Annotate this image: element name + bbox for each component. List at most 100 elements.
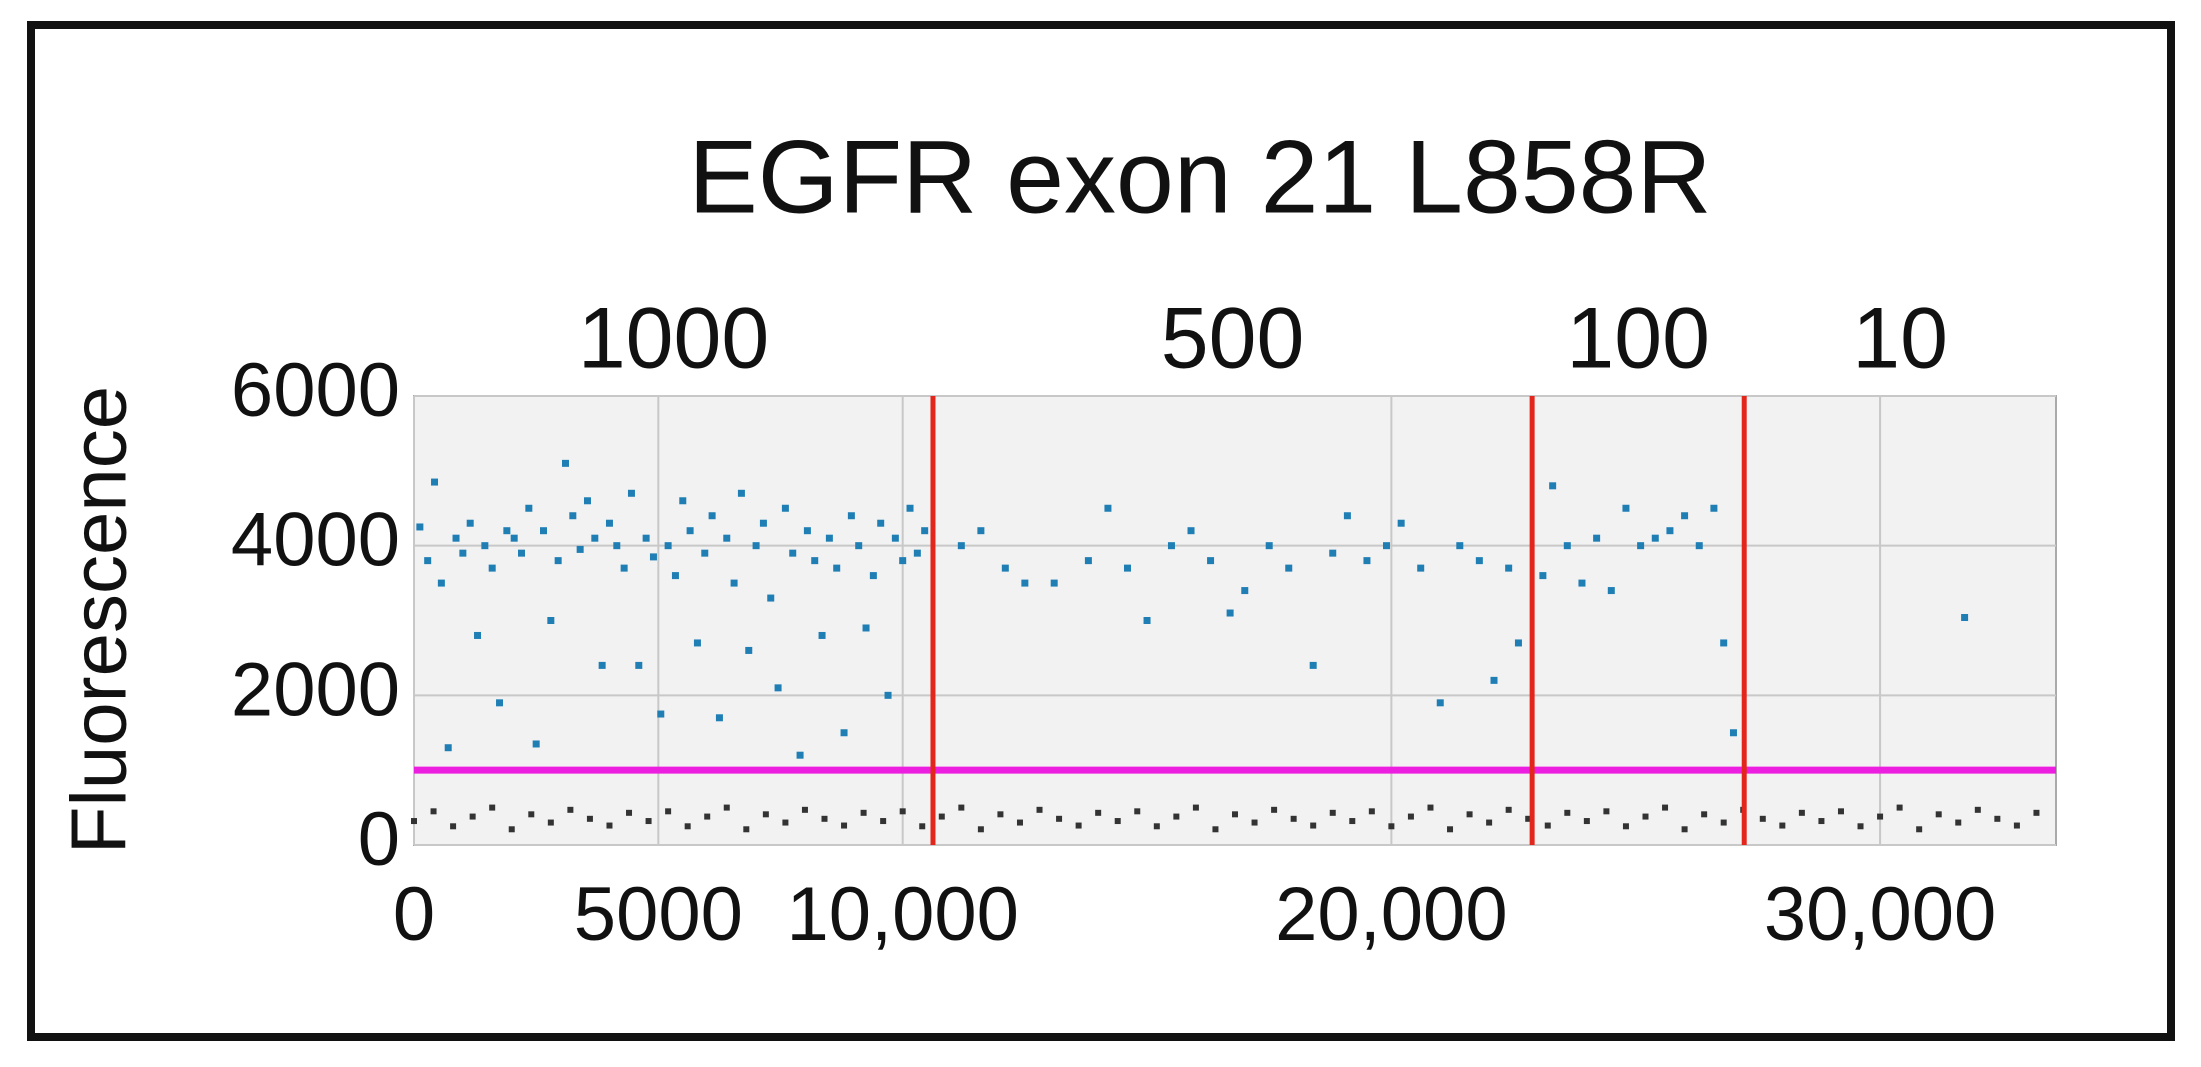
x-tick-label: 0 xyxy=(393,872,435,957)
data-point xyxy=(416,523,424,531)
data-point xyxy=(1153,823,1160,830)
data-point xyxy=(474,631,482,639)
data-point xyxy=(913,549,921,557)
data-point xyxy=(737,489,745,497)
data-point xyxy=(1896,804,1903,811)
data-point xyxy=(2013,822,2020,829)
data-point xyxy=(1466,811,1473,818)
data-point xyxy=(1241,587,1249,595)
data-point xyxy=(1075,822,1082,829)
data-point xyxy=(1436,699,1444,707)
data-point xyxy=(938,813,945,820)
x-tick-label: 10,000 xyxy=(786,872,1018,957)
data-point xyxy=(1382,542,1390,550)
data-point xyxy=(635,661,643,669)
data-point xyxy=(1143,617,1151,624)
data-point xyxy=(811,557,819,565)
data-point xyxy=(424,557,432,565)
data-point xyxy=(1290,815,1297,822)
data-point xyxy=(743,826,750,833)
data-point xyxy=(1916,826,1923,833)
data-point xyxy=(1759,815,1766,822)
data-point xyxy=(1662,804,1669,811)
plot-area xyxy=(413,395,2057,846)
data-point xyxy=(583,497,591,505)
region-label: 100 xyxy=(1566,291,1710,387)
data-point xyxy=(1226,609,1234,617)
data-point xyxy=(921,527,929,535)
data-point xyxy=(997,811,1004,818)
data-point xyxy=(801,806,808,813)
data-point xyxy=(459,549,467,557)
data-point xyxy=(818,631,826,639)
data-point xyxy=(855,542,863,550)
data-point xyxy=(1651,534,1659,542)
x-tick-label: 5000 xyxy=(574,872,743,957)
data-point xyxy=(649,553,657,561)
y-axis-label: Fluorescence xyxy=(55,386,143,854)
data-point xyxy=(605,519,613,527)
data-point xyxy=(1729,729,1737,737)
data-point xyxy=(1084,557,1092,565)
data-point xyxy=(977,527,985,535)
data-point xyxy=(704,813,711,820)
data-point xyxy=(919,823,926,830)
data-point xyxy=(452,534,460,542)
data-point xyxy=(708,512,716,520)
data-point xyxy=(1251,819,1258,826)
data-point xyxy=(877,519,885,527)
data-point xyxy=(1114,818,1121,825)
data-point xyxy=(1212,826,1219,833)
data-point xyxy=(671,572,679,580)
data-point xyxy=(1388,823,1395,830)
data-point xyxy=(899,557,907,565)
region-label: 500 xyxy=(1161,291,1305,387)
data-point xyxy=(1310,822,1317,829)
chart-title: EGFR exon 21 L858R xyxy=(688,119,1711,235)
y-tick-label: 4000 xyxy=(231,498,400,583)
data-point xyxy=(481,542,489,550)
data-point xyxy=(762,811,769,818)
data-point xyxy=(1642,813,1649,820)
data-point xyxy=(554,557,562,565)
y-tick-label: 6000 xyxy=(231,348,400,433)
data-point xyxy=(1798,809,1805,816)
data-point xyxy=(1329,549,1337,557)
x-tick-label: 30,000 xyxy=(1764,872,1996,957)
data-point xyxy=(1857,823,1864,830)
data-point xyxy=(1343,512,1351,520)
data-point xyxy=(411,818,417,825)
data-point xyxy=(1539,572,1547,580)
data-point xyxy=(884,691,892,699)
data-point xyxy=(1232,811,1238,818)
data-point xyxy=(586,815,593,822)
data-point xyxy=(752,542,760,550)
data-point xyxy=(1681,512,1689,520)
data-point xyxy=(1407,813,1414,820)
data-point xyxy=(1192,804,1199,811)
data-point xyxy=(1818,818,1825,825)
data-point xyxy=(1720,639,1728,647)
data-point xyxy=(1187,527,1195,535)
data-point xyxy=(664,542,672,550)
data-point xyxy=(1167,542,1175,550)
data-point xyxy=(1505,564,1513,572)
data-point xyxy=(430,808,437,815)
data-point xyxy=(645,818,652,825)
data-point xyxy=(723,804,730,811)
data-point xyxy=(860,809,867,816)
data-point xyxy=(1701,811,1708,818)
data-point xyxy=(567,806,574,813)
data-point xyxy=(906,504,914,512)
data-point xyxy=(1710,504,1718,512)
data-point xyxy=(693,639,701,647)
data-point xyxy=(782,819,789,826)
data-point xyxy=(1593,534,1601,542)
data-point xyxy=(759,519,767,527)
data-point xyxy=(1285,564,1293,572)
data-point xyxy=(1622,823,1629,830)
data-point xyxy=(1397,519,1405,527)
data-point xyxy=(1016,819,1023,826)
data-point xyxy=(1417,564,1425,572)
